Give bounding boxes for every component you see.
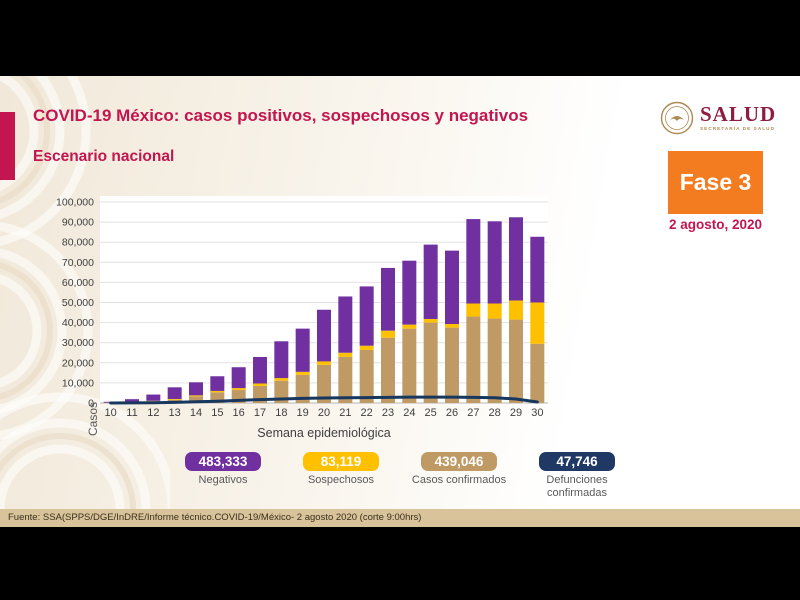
svg-text:11: 11 xyxy=(126,407,137,419)
y-axis-title: Casos xyxy=(86,402,100,437)
stacked-bar-chart: 0 10,000 20,000 30,000 40,000 50,000 60,000 70,… xyxy=(56,196,548,440)
chart-legend: 483,333 Negativos 83,119 Sospechosos 439… xyxy=(0,452,800,499)
svg-text:27: 27 xyxy=(467,407,479,419)
svg-text:15: 15 xyxy=(211,407,223,419)
page-subtitle: Escenario nacional xyxy=(33,148,175,165)
svg-text:40,000: 40,000 xyxy=(62,317,94,329)
svg-text:70,000: 70,000 xyxy=(62,257,94,269)
phase-badge: Fase 3 xyxy=(668,151,763,214)
legend-value-badge: 483,333 xyxy=(185,452,261,471)
letterbox-bottom xyxy=(0,527,800,600)
chart-region: Casos 0 10,000 20,000 30,000 40,000 50,000 60,… xyxy=(55,194,560,446)
slide: COVID-19 México: casos positivos, sospec… xyxy=(0,76,800,509)
x-axis-labels: 10 11 12 13 14 15 16 17 18 19 20 21 22 23 24 25 26 27 28 29… xyxy=(105,407,544,419)
svg-text:25: 25 xyxy=(425,407,437,419)
svg-text:23: 23 xyxy=(382,407,394,419)
salud-logo: SALUD SECRETARÍA DE SALUD xyxy=(660,101,776,135)
svg-text:24: 24 xyxy=(403,407,415,419)
legend-item-confirmados: 439,046 Casos confirmados xyxy=(411,452,507,499)
svg-text:30,000: 30,000 xyxy=(62,337,94,349)
y-axis-labels: 0 10,000 20,000 30,000 40,000 50,000 60,000 70,… xyxy=(56,197,94,410)
legend-value-badge: 439,046 xyxy=(421,452,497,471)
svg-text:50,000: 50,000 xyxy=(62,297,94,309)
svg-text:80,000: 80,000 xyxy=(62,237,94,249)
svg-text:28: 28 xyxy=(489,407,501,419)
report-date: 2 agosto, 2020 xyxy=(668,217,763,232)
svg-text:100,000: 100,000 xyxy=(56,197,94,209)
letterbox-top xyxy=(0,0,800,76)
legend-item-negativos: 483,333 Negativos xyxy=(175,452,271,499)
legend-item-sospechosos: 83,119 Sospechosos xyxy=(293,452,389,499)
svg-text:14: 14 xyxy=(190,407,202,419)
svg-text:20,000: 20,000 xyxy=(62,357,94,369)
svg-text:90,000: 90,000 xyxy=(62,217,94,229)
legend-item-defunciones: 47,746 Defunciones confirmadas xyxy=(529,452,625,499)
svg-text:10: 10 xyxy=(105,407,117,419)
legend-value-badge: 47,746 xyxy=(539,452,615,471)
legend-label: Sospechosos xyxy=(307,474,375,486)
svg-text:16: 16 xyxy=(233,407,245,419)
svg-text:13: 13 xyxy=(169,407,181,419)
salud-logo-wordmark: SALUD xyxy=(700,102,777,127)
svg-text:60,000: 60,000 xyxy=(62,277,94,289)
salud-logo-emblem xyxy=(660,101,694,135)
svg-text:17: 17 xyxy=(254,407,266,419)
source-footer: Fuente: SSA(SPPS/DGE/InDRE/Informe técni… xyxy=(0,509,800,527)
svg-text:12: 12 xyxy=(147,407,159,419)
svg-text:22: 22 xyxy=(361,407,373,419)
legend-value-badge: 83,119 xyxy=(303,452,379,471)
defunciones-line xyxy=(109,395,539,405)
svg-text:18: 18 xyxy=(275,407,287,419)
legend-label: Casos confirmados xyxy=(411,474,507,486)
x-axis-title: Semana epidemiológica xyxy=(257,426,390,440)
svg-text:29: 29 xyxy=(510,407,522,419)
legend-label: Negativos xyxy=(198,474,248,486)
svg-text:21: 21 xyxy=(339,407,351,419)
svg-text:19: 19 xyxy=(297,407,309,419)
title-accent-bar xyxy=(0,112,15,180)
legend-label: Defunciones confirmadas xyxy=(546,474,608,499)
eagle-icon xyxy=(670,116,684,121)
svg-text:26: 26 xyxy=(446,407,458,419)
svg-text:20: 20 xyxy=(318,407,330,419)
page-title: COVID-19 México: casos positivos, sospec… xyxy=(33,106,529,125)
salud-logo-subtitle: SECRETARÍA DE SALUD xyxy=(700,126,776,132)
svg-text:30: 30 xyxy=(531,407,543,419)
svg-text:10,000: 10,000 xyxy=(62,377,94,389)
chart-bars xyxy=(103,217,545,403)
svg-text:0: 0 xyxy=(88,398,94,410)
